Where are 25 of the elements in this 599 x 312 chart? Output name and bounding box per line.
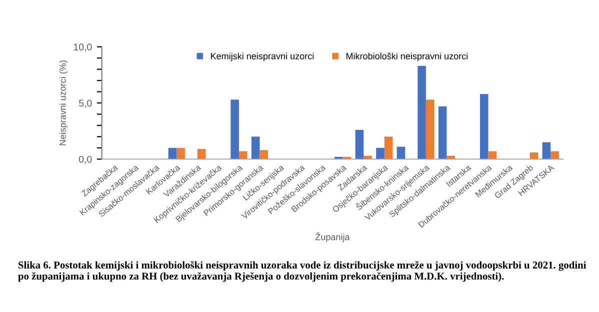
bar: [355, 130, 364, 160]
bar: [376, 148, 384, 160]
y-tick-label: 10,0: [74, 44, 92, 52]
legend-label: Kemijski neispravni uzorci: [211, 52, 314, 62]
bar: [238, 151, 248, 160]
bar: [168, 148, 177, 160]
bar: [396, 146, 406, 160]
bar: [260, 150, 268, 160]
text: Slika 6. Postotak kemijski i mikrobiološki neispravnih uzoraka vode iz distribucijske mreže u javnoj vodoopskrbi u 2021. godini po županijama i ukupno za RH (bez uvažavanja Rješenja o dozvoljenim prekoračenjima M.D.K. vrijednosti).: [18, 261, 586, 282]
y-axis-title: Neispravni uzorci (%): [59, 60, 68, 146]
bar: [438, 106, 447, 160]
bar: [418, 66, 426, 160]
bar: [550, 151, 559, 160]
x-axis-title: Županija: [315, 232, 350, 242]
bar: [230, 100, 239, 160]
bar: [480, 94, 488, 160]
y-tick-label: 5,0: [78, 100, 92, 108]
bar: [176, 148, 185, 160]
bar: [384, 136, 393, 160]
y-tick-label: 0,0: [78, 156, 92, 164]
bar: [426, 100, 434, 160]
bar: [251, 136, 260, 160]
bar: [197, 149, 206, 160]
legend-label: Mikrobiološki neispravni uzorci: [346, 52, 468, 62]
bar: [542, 142, 551, 160]
